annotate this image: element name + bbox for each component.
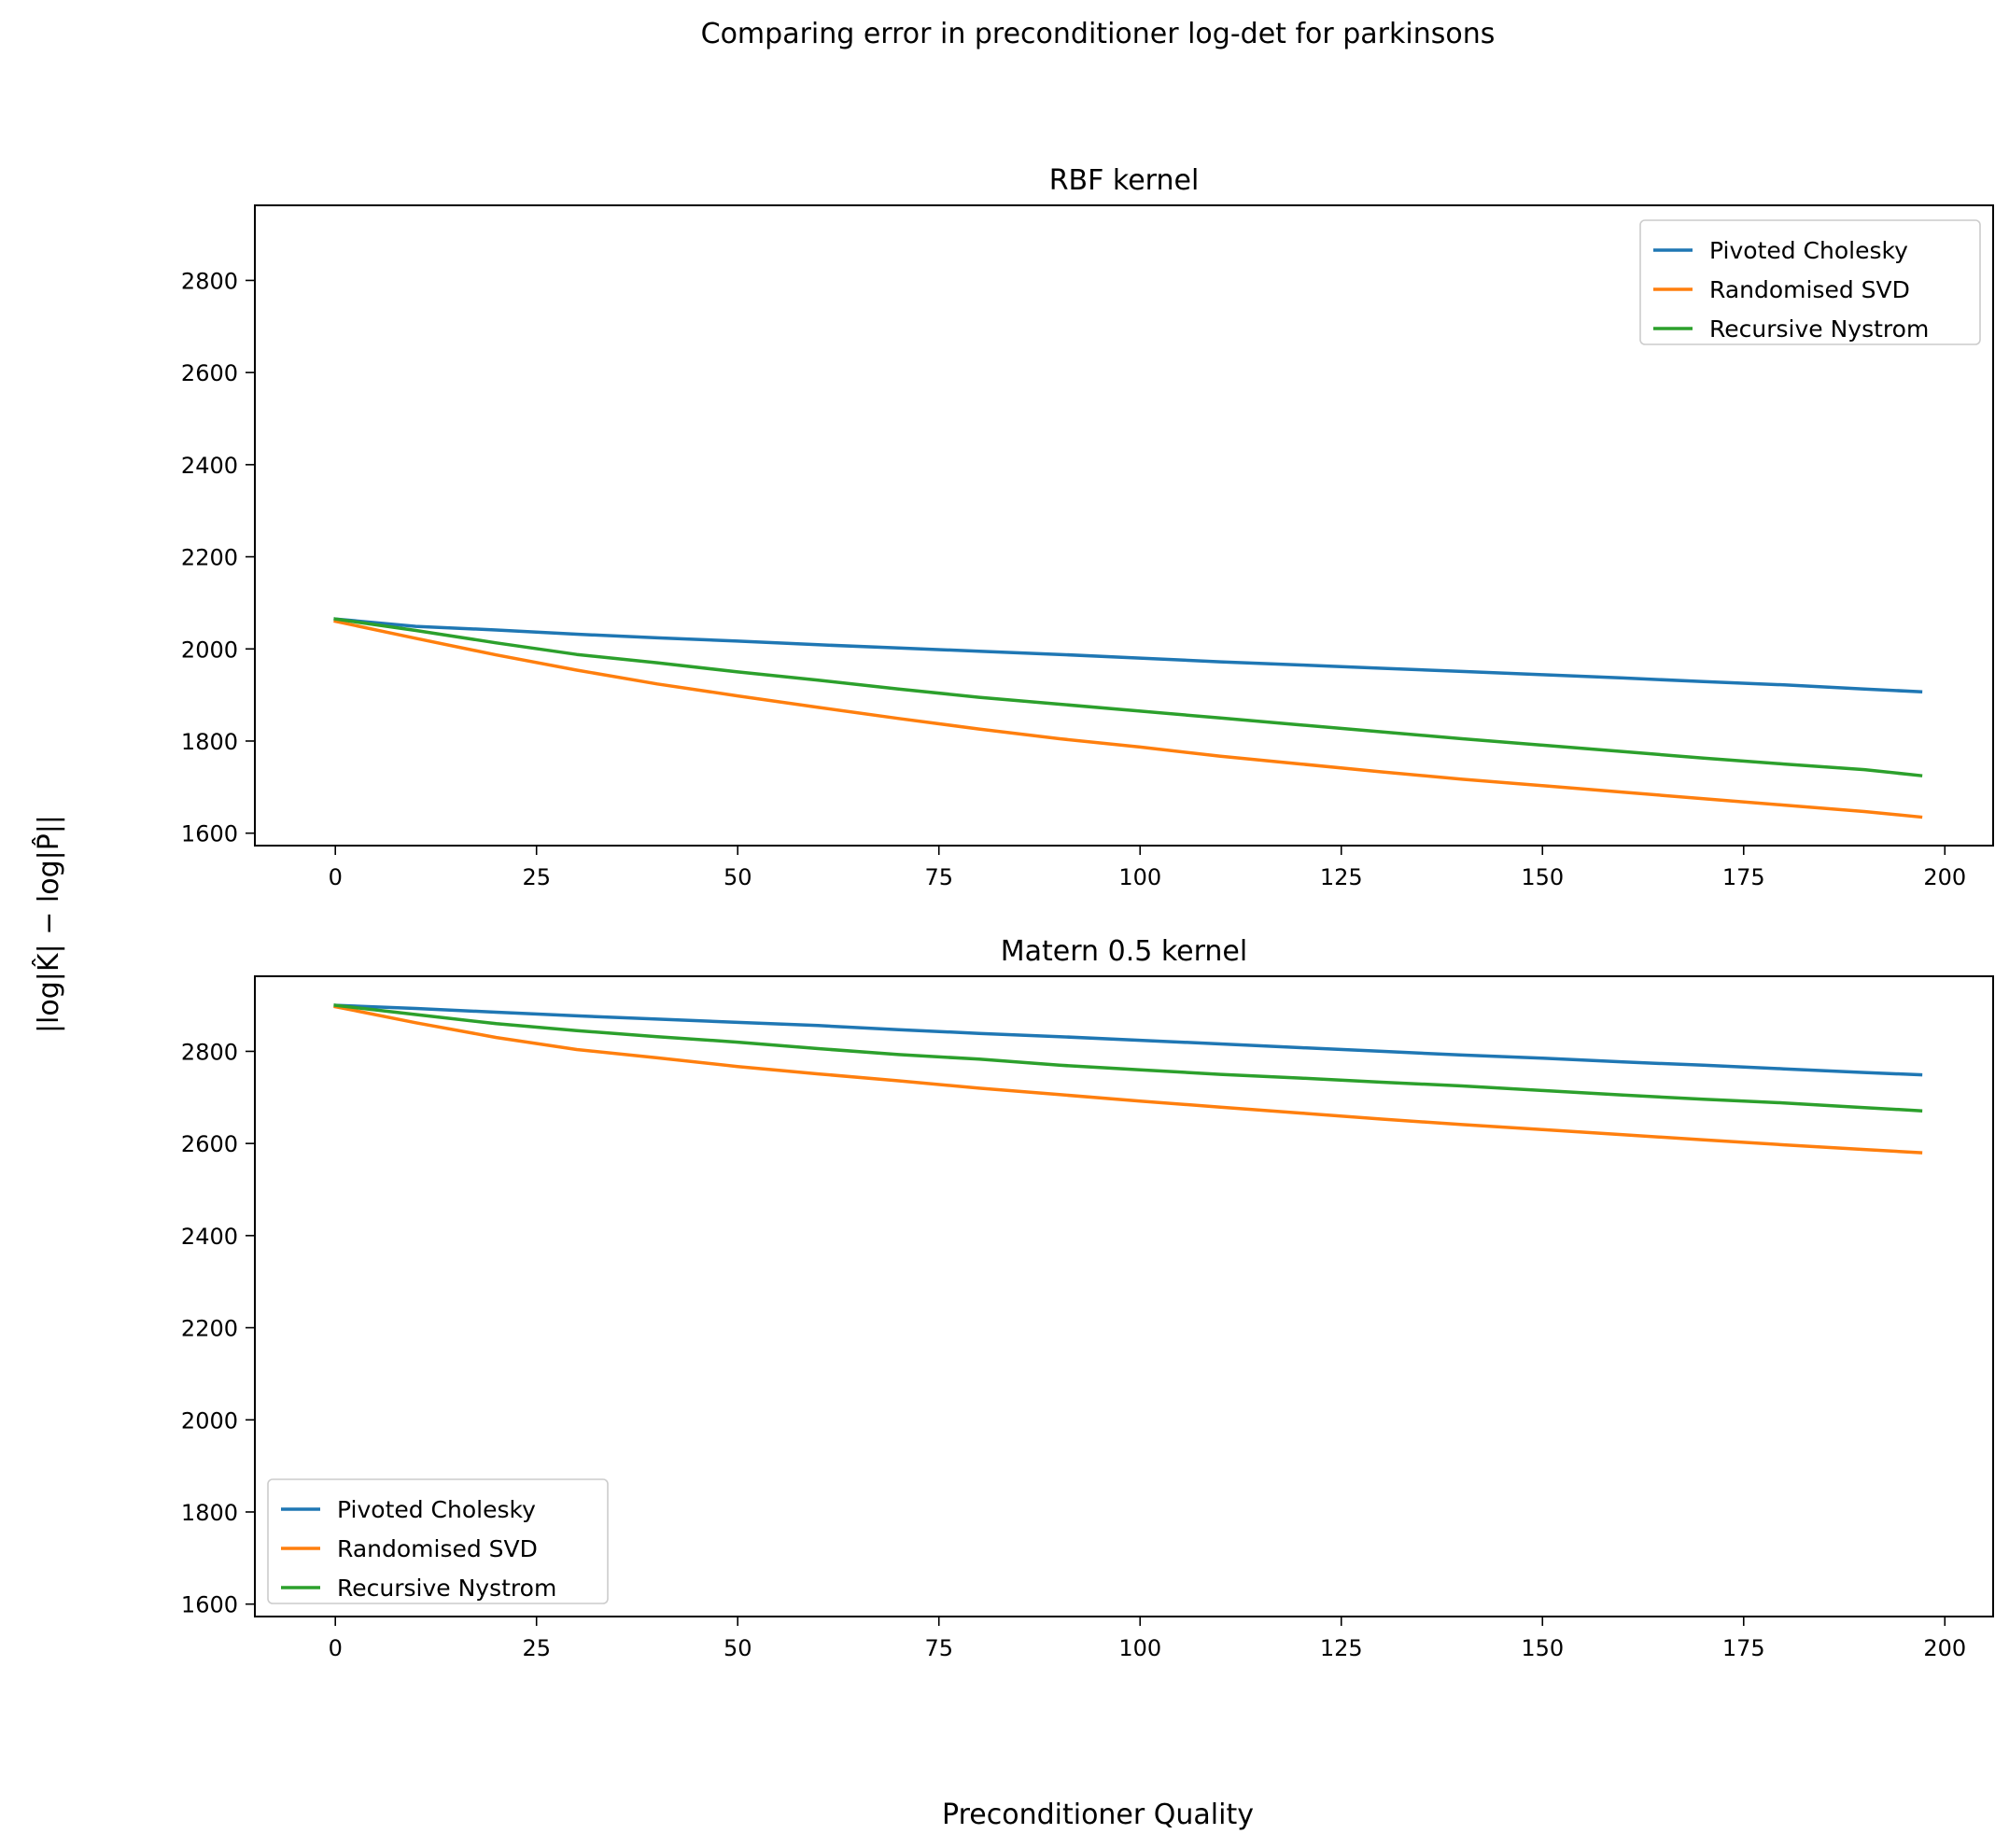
y-tick-label: 2800 [181, 1039, 238, 1065]
chart-panel-0: RBF kernel 0 25 50 75 100 125 150 175 200 1600 1800… [181, 164, 1994, 890]
y-tick-label: 1800 [181, 729, 238, 755]
y-tick-label: 2200 [181, 545, 238, 571]
series-line-pivoted-cholesky [333, 617, 1923, 694]
legend-label: Recursive Nystrom [337, 1575, 556, 1602]
x-tick-label: 25 [522, 1635, 551, 1661]
x-tick-label: 200 [1923, 1635, 1966, 1661]
legend: Pivoted Cholesky Randomised SVD Recursive … [1639, 219, 1981, 345]
legend-label: Recursive Nystrom [1709, 315, 1929, 343]
series-line-randomised-svd [333, 619, 1923, 819]
x-tick-label: 100 [1118, 1635, 1161, 1661]
x-tick-label: 200 [1923, 864, 1966, 890]
chart-panel-1: Matern 0.5 kernel 0 25 50 75 100 125 150 175 200 1… [181, 935, 1994, 1661]
series-line-pivoted-cholesky [333, 1003, 1923, 1077]
y-tick-label: 2400 [181, 453, 238, 479]
figure-xlabel: Preconditioner Quality [942, 1799, 1254, 1831]
legend-label: Pivoted Cholesky [337, 1496, 536, 1523]
x-tick-label: 125 [1320, 1635, 1363, 1661]
legend-label: Pivoted Cholesky [1709, 237, 1908, 264]
series-line-randomised-svd [333, 1004, 1923, 1155]
x-tick-label: 75 [924, 1635, 953, 1661]
x-tick-label: 0 [329, 864, 343, 890]
y-tick-label: 2800 [181, 268, 238, 294]
y-tick-label: 2400 [181, 1224, 238, 1250]
legend: Pivoted Cholesky Randomised SVD Recursive … [267, 1478, 609, 1604]
x-tick-label: 50 [724, 864, 752, 890]
legend-box [267, 1478, 609, 1604]
x-tick-label: 175 [1722, 864, 1765, 890]
chart-title: Matern 0.5 kernel [1001, 935, 1247, 968]
figure-ylabel: |log|K̂| − log|P̂|| [32, 815, 65, 1033]
y-tick-label: 1600 [181, 1592, 238, 1618]
legend-box [1639, 219, 1981, 345]
y-tick-label: 2000 [181, 1407, 238, 1434]
x-tick-label: 125 [1320, 864, 1363, 890]
x-tick-label: 100 [1118, 864, 1161, 890]
plot-frame [254, 975, 1994, 1617]
series-line-recursive-nystrom [333, 1003, 1923, 1113]
chart-title: RBF kernel [1049, 164, 1200, 197]
y-tick-label: 2600 [181, 360, 238, 386]
y-tick-label: 2000 [181, 637, 238, 663]
y-tick-label: 1800 [181, 1500, 238, 1526]
x-tick-label: 50 [724, 1635, 752, 1661]
legend-label: Randomised SVD [1709, 276, 1910, 303]
y-tick-label: 1600 [181, 821, 238, 847]
x-tick-label: 0 [329, 1635, 343, 1661]
x-tick-label: 75 [924, 864, 953, 890]
figure-suptitle: Comparing error in preconditioner log-de… [701, 18, 1496, 50]
x-tick-label: 150 [1521, 1635, 1564, 1661]
x-tick-label: 150 [1521, 864, 1564, 890]
y-tick-label: 2200 [181, 1316, 238, 1342]
x-tick-label: 25 [522, 864, 551, 890]
legend-label: Randomised SVD [337, 1535, 538, 1562]
series-line-recursive-nystrom [333, 617, 1923, 777]
plot-frame [254, 204, 1994, 847]
x-tick-label: 175 [1722, 1635, 1765, 1661]
y-tick-label: 2600 [181, 1131, 238, 1157]
chart-panels: RBF kernel 0 25 50 75 100 125 150 175 200 1600 1800… [181, 164, 1994, 1661]
